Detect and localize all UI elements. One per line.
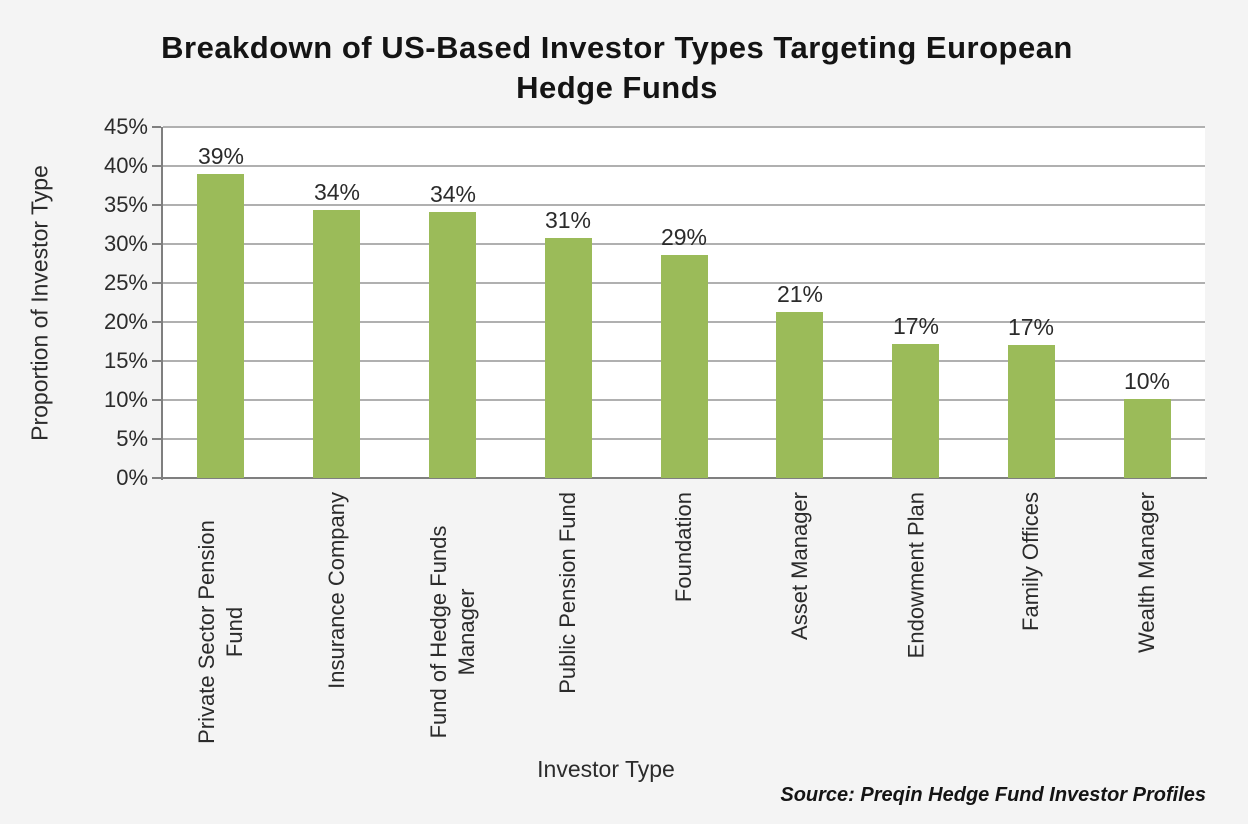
- gridline: [163, 126, 1205, 128]
- y-tick-mark: [152, 243, 161, 245]
- y-tick-label: 20%: [103, 309, 148, 334]
- source-note: Source: Preqin Hedge Fund Investor Profi…: [780, 784, 1206, 806]
- x-category-label: Wealth Manager: [1134, 492, 1159, 654]
- y-tick-mark: [152, 438, 161, 440]
- y-tick-mark: [152, 399, 161, 401]
- bar: [1008, 345, 1055, 478]
- y-tick-label: 25%: [103, 270, 148, 295]
- bar: [313, 210, 360, 478]
- bar: [545, 238, 592, 478]
- bar-value-label: 31%: [544, 207, 592, 233]
- x-label-slot: Private Sector Pension Fund: [163, 490, 279, 780]
- y-tick-mark: [152, 204, 161, 206]
- bar: [892, 344, 939, 478]
- x-category-label: Public Pension Fund: [555, 492, 580, 694]
- bar-value-label: 34%: [429, 181, 477, 207]
- bar: [429, 212, 476, 478]
- bar-value-label: 21%: [776, 281, 824, 307]
- y-axis-line: [161, 127, 163, 480]
- bar-value-label: 17%: [1007, 314, 1055, 340]
- bar-value-label: 29%: [660, 224, 708, 250]
- gridline: [163, 165, 1205, 167]
- bar: [1124, 399, 1171, 478]
- bar-value-label: 17%: [892, 313, 940, 339]
- bar-value-label: 34%: [313, 179, 361, 205]
- y-tick-label: 5%: [116, 426, 148, 451]
- bar: [661, 255, 708, 478]
- x-axis-title: Investor Type: [537, 756, 675, 782]
- x-label-slot: Family Offices: [973, 490, 1089, 780]
- bar-value-label: 10%: [1123, 368, 1171, 394]
- x-axis-line: [161, 477, 1207, 479]
- x-label-slot: Insurance Company: [279, 490, 395, 780]
- x-labels-layer: Private Sector Pension Fund Insurance Com…: [163, 490, 1205, 780]
- x-label-slot: Wealth Manager: [1089, 490, 1205, 780]
- y-tick-mark: [152, 282, 161, 284]
- x-label-slot: Asset Manager: [742, 490, 858, 780]
- y-tick-label: 35%: [103, 192, 148, 217]
- y-tick-mark: [152, 126, 161, 128]
- y-tick-label: 30%: [103, 231, 148, 256]
- x-label-slot: Endowment Plan: [858, 490, 974, 780]
- bar-value-label: 39%: [197, 143, 245, 169]
- x-category-label: Asset Manager: [787, 492, 812, 640]
- y-tick-label: 40%: [103, 153, 148, 178]
- x-category-label: Insurance Company: [324, 492, 349, 689]
- y-tick-label: 15%: [103, 348, 148, 373]
- y-tick-label: 10%: [103, 387, 148, 412]
- x-category-label: Foundation: [671, 492, 696, 603]
- y-tick-label: 0%: [116, 465, 148, 490]
- x-label-slot: Fund of Hedge Funds Manager: [395, 490, 511, 780]
- x-category-label: Family Offices: [1018, 492, 1043, 631]
- chart-title: Breakdown of US-Based Investor Types Tar…: [161, 30, 1073, 105]
- y-tick-mark: [152, 360, 161, 362]
- x-label-slot: Foundation: [626, 490, 742, 780]
- y-tick-mark: [152, 477, 161, 479]
- x-category-label: Endowment Plan: [903, 492, 928, 659]
- y-tick-mark: [152, 165, 161, 167]
- x-category-label: Private Sector Pension Fund: [194, 520, 247, 744]
- gridline: [163, 243, 1205, 245]
- y-tick-mark: [152, 321, 161, 323]
- gridline: [163, 204, 1205, 206]
- bar: [197, 174, 244, 478]
- bar: [776, 312, 823, 478]
- y-tick-label: 45%: [103, 114, 148, 139]
- x-category-label: Fund of Hedge Funds Manager: [426, 525, 479, 739]
- x-label-slot: Public Pension Fund: [510, 490, 626, 780]
